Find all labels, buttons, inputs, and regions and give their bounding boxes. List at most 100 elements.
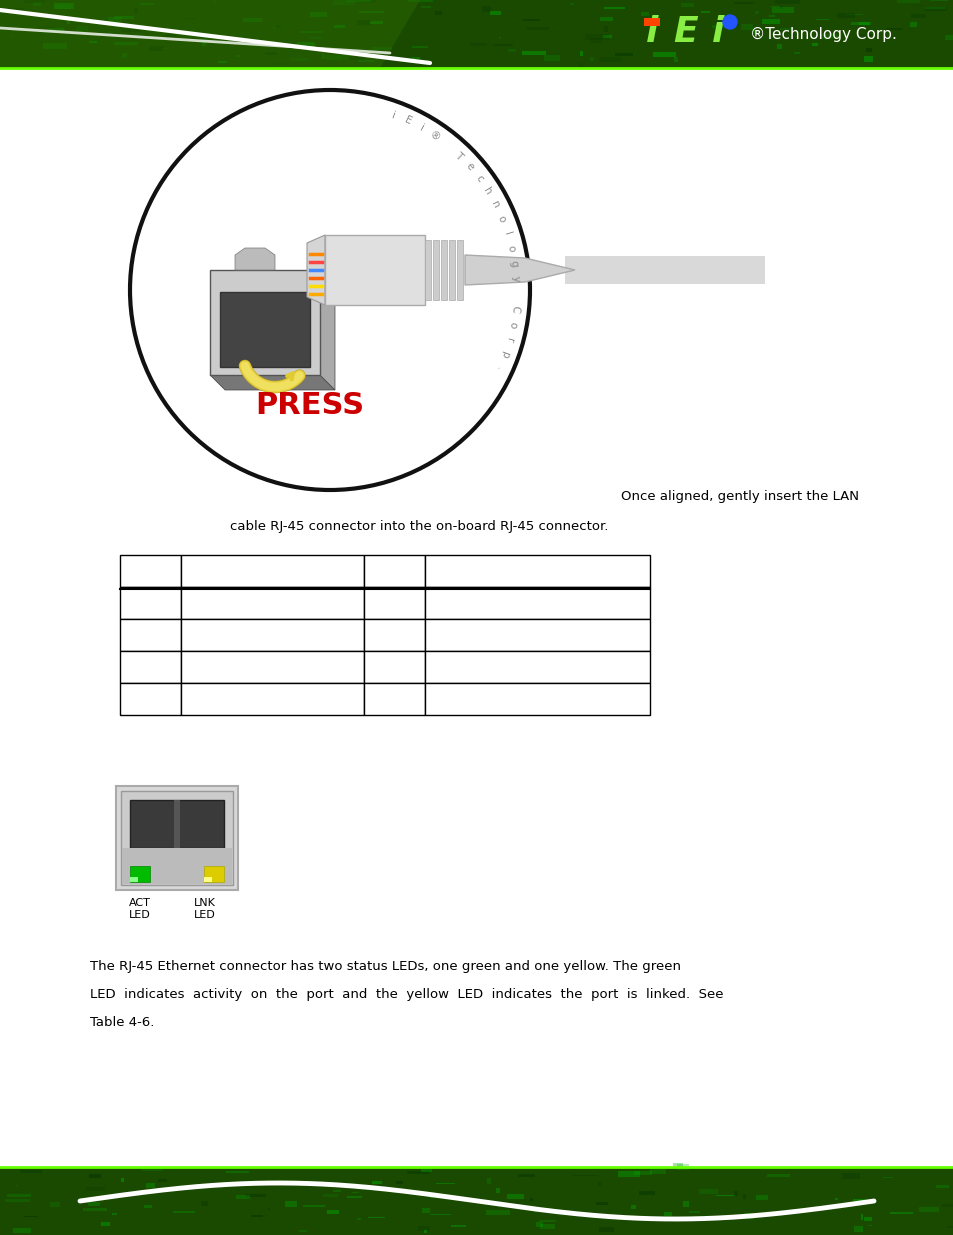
Bar xyxy=(603,7,624,9)
Bar xyxy=(440,240,447,300)
Bar xyxy=(363,651,424,683)
Bar xyxy=(634,1172,652,1174)
Bar xyxy=(220,291,310,367)
Polygon shape xyxy=(319,270,335,390)
Bar xyxy=(204,866,224,882)
Bar xyxy=(146,1183,155,1188)
Bar xyxy=(114,16,133,20)
Bar xyxy=(649,1168,665,1173)
Bar xyxy=(430,1195,434,1198)
Bar xyxy=(862,56,872,62)
Bar xyxy=(449,240,455,300)
Bar xyxy=(752,31,756,35)
Bar xyxy=(121,1178,124,1182)
Bar xyxy=(599,16,612,21)
Polygon shape xyxy=(0,0,419,68)
Bar xyxy=(68,21,70,25)
Bar xyxy=(120,683,181,715)
FancyBboxPatch shape xyxy=(121,790,233,885)
Bar xyxy=(291,58,308,62)
Bar xyxy=(436,1183,455,1184)
Bar xyxy=(677,1165,689,1170)
Bar xyxy=(234,54,241,57)
FancyBboxPatch shape xyxy=(116,785,237,890)
Bar xyxy=(101,1221,111,1226)
Bar xyxy=(481,6,491,12)
Bar xyxy=(109,17,122,22)
Bar xyxy=(711,26,735,28)
Bar xyxy=(412,57,420,59)
Bar xyxy=(420,1168,432,1172)
Bar xyxy=(0,0,953,68)
Bar xyxy=(733,1192,738,1195)
Bar xyxy=(743,1213,753,1219)
Text: g: g xyxy=(508,259,519,267)
Bar xyxy=(165,35,176,38)
Bar xyxy=(339,15,341,16)
Bar xyxy=(246,1194,266,1197)
Bar xyxy=(490,11,501,15)
Text: ®Technology Corp.: ®Technology Corp. xyxy=(749,26,896,42)
Bar xyxy=(89,1173,100,1178)
Bar xyxy=(835,1198,838,1199)
Bar xyxy=(775,0,800,4)
Bar xyxy=(521,51,545,56)
Bar xyxy=(596,1202,608,1205)
Bar xyxy=(423,1230,426,1233)
Text: o: o xyxy=(496,214,507,224)
Bar xyxy=(408,0,433,2)
Bar xyxy=(120,651,181,683)
Text: Table 4-6.: Table 4-6. xyxy=(90,1016,154,1029)
Polygon shape xyxy=(307,235,325,305)
Bar xyxy=(618,1171,639,1177)
Text: n: n xyxy=(489,200,500,210)
Bar xyxy=(370,21,382,25)
Bar xyxy=(0,1167,953,1235)
Bar xyxy=(424,651,649,683)
Bar xyxy=(181,651,363,683)
Polygon shape xyxy=(210,375,335,390)
Bar xyxy=(755,11,759,15)
Bar xyxy=(672,1162,682,1167)
Bar xyxy=(309,37,322,40)
Bar xyxy=(361,1186,364,1189)
Bar xyxy=(885,27,901,30)
Bar xyxy=(196,38,211,43)
Bar xyxy=(598,57,620,63)
Bar xyxy=(536,1221,542,1226)
Bar xyxy=(243,17,262,22)
Bar xyxy=(501,1200,518,1204)
Text: Once aligned, gently insert the LAN: Once aligned, gently insert the LAN xyxy=(620,490,858,503)
Bar xyxy=(121,31,141,32)
Bar xyxy=(268,1208,270,1210)
Bar xyxy=(720,23,738,26)
Bar xyxy=(357,0,375,4)
Bar xyxy=(742,1193,745,1199)
Bar xyxy=(252,1214,262,1216)
Bar xyxy=(700,11,709,14)
Bar xyxy=(90,41,97,43)
Bar xyxy=(120,555,181,587)
Bar xyxy=(602,35,611,37)
Bar xyxy=(779,28,793,30)
Bar xyxy=(435,11,441,15)
Text: o: o xyxy=(507,321,517,329)
Bar xyxy=(424,240,431,300)
Bar xyxy=(424,683,649,715)
Bar xyxy=(130,800,224,848)
Bar xyxy=(679,4,694,7)
Text: C: C xyxy=(509,305,519,314)
Bar xyxy=(771,7,793,12)
Bar xyxy=(149,47,164,51)
Bar xyxy=(589,38,602,43)
Bar xyxy=(728,1214,734,1219)
Bar xyxy=(325,235,424,305)
Bar xyxy=(321,53,324,59)
Text: r: r xyxy=(503,336,514,343)
Bar xyxy=(55,5,71,9)
Bar xyxy=(855,33,872,36)
Bar xyxy=(347,0,371,2)
Bar xyxy=(323,1194,338,1198)
Bar xyxy=(740,25,752,30)
Bar xyxy=(173,800,180,848)
